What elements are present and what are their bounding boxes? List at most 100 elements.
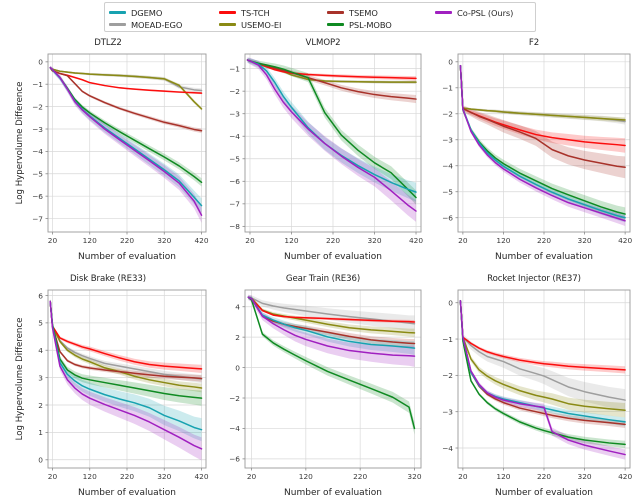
plot-area: 20 120 220 320 420 0 −1 −2 −3 −4 −5 −6 bbox=[432, 38, 639, 267]
x-tick-label: 220 bbox=[326, 236, 340, 245]
x-axis-label: Number of evaluation bbox=[284, 252, 382, 262]
legend-label: MOEAD-EGO bbox=[131, 19, 183, 30]
legend-item-tsemo: TSEMO bbox=[327, 6, 378, 19]
plot-area: 20 120 220 320 420 0 −1 −2 −3 −4 bbox=[432, 274, 639, 502]
y-tick-label: −4 bbox=[229, 424, 240, 433]
series-line bbox=[247, 296, 416, 323]
x-tick-label: 420 bbox=[194, 472, 208, 481]
panel-1: 20 120 220 320 420 −1 −2 −3 −4 −5 −6 −7 −8 VLMOP2 Numb… bbox=[219, 38, 430, 267]
series-line bbox=[459, 300, 626, 371]
series-band bbox=[247, 59, 417, 81]
series-band bbox=[50, 298, 202, 442]
x-tick-label: 20 bbox=[458, 472, 468, 481]
series-line bbox=[459, 300, 626, 446]
y-tick-label: 0 bbox=[448, 299, 453, 308]
x-tick-label: 120 bbox=[496, 236, 510, 245]
legend-swatch bbox=[109, 11, 126, 14]
series-line bbox=[459, 300, 626, 456]
x-tick-label: 320 bbox=[367, 236, 381, 245]
x-tick-label: 120 bbox=[284, 236, 298, 245]
series-line bbox=[459, 64, 626, 219]
series-band bbox=[50, 67, 202, 134]
y-tick-label: −4 bbox=[442, 162, 453, 171]
y-tick-label: −6 bbox=[229, 455, 240, 464]
y-tick-label: −5 bbox=[229, 155, 240, 164]
series-band bbox=[50, 300, 202, 373]
y-tick-label: −1 bbox=[32, 80, 43, 89]
series-band bbox=[247, 59, 417, 84]
series-band bbox=[247, 57, 417, 222]
legend-label: TS-TCH bbox=[241, 7, 270, 18]
y-tick-label: 4 bbox=[38, 346, 43, 355]
legend-label: PSL-MOBO bbox=[349, 19, 392, 30]
x-tick-label: 20 bbox=[458, 236, 468, 245]
panel-title: F2 bbox=[528, 38, 540, 48]
panel-4: 20 120 220 320 4 2 0 −2 −4 −6 Gear Train (RE36) Num… bbox=[219, 274, 430, 502]
y-tick-label: −2 bbox=[442, 371, 453, 380]
series-band bbox=[460, 299, 626, 449]
series-line bbox=[49, 300, 203, 389]
series-line bbox=[459, 300, 626, 401]
legend-label: TSEMO bbox=[349, 7, 378, 18]
legend-swatch bbox=[327, 11, 344, 14]
y-tick-label: −2 bbox=[442, 110, 453, 119]
y-axis-label: Log Hypervolume Difference bbox=[15, 317, 25, 441]
series-line bbox=[459, 300, 626, 411]
legend-item-moead-ego: MOEAD-EGO bbox=[109, 18, 182, 31]
y-tick-label: −6 bbox=[442, 214, 453, 223]
y-tick-label: 1 bbox=[38, 428, 43, 437]
series-line bbox=[49, 300, 203, 380]
series-line bbox=[49, 66, 203, 216]
panel-title: DTLZ2 bbox=[94, 38, 122, 48]
series-line bbox=[49, 66, 203, 132]
legend: DGEMO TS-TCH TSEMO Co-PSL (Ours) MOEAD-EGO US… bbox=[104, 2, 536, 32]
y-tick-label: −1 bbox=[442, 335, 453, 344]
series-line bbox=[246, 59, 417, 212]
y-tick-label: −4 bbox=[229, 132, 240, 141]
x-tick-label: 20 bbox=[245, 236, 255, 245]
y-tick-label: −3 bbox=[32, 125, 43, 134]
x-tick-label: 220 bbox=[120, 236, 134, 245]
series-line bbox=[49, 300, 203, 380]
y-tick-label: −1 bbox=[442, 84, 453, 93]
series-band bbox=[247, 59, 417, 104]
series-line bbox=[459, 64, 626, 222]
legend-swatch bbox=[435, 11, 452, 14]
x-tick-label: 320 bbox=[578, 236, 592, 245]
y-tick-label: −7 bbox=[32, 214, 43, 223]
series-line bbox=[459, 64, 626, 169]
panel-title: Disk Brake (RE33) bbox=[70, 274, 146, 284]
y-tick-label: −3 bbox=[229, 110, 240, 119]
x-tick-label: 120 bbox=[83, 236, 97, 245]
legend-swatch bbox=[327, 23, 344, 26]
legend-item-dgemo: DGEMO bbox=[109, 6, 162, 19]
x-axis-label: Number of evaluation bbox=[495, 488, 593, 498]
y-tick-label: −8 bbox=[229, 222, 240, 231]
series-line bbox=[246, 59, 417, 199]
x-axis-label: Number of evaluation bbox=[495, 252, 593, 262]
y-tick-label: 2 bbox=[38, 401, 43, 410]
series-band bbox=[247, 58, 417, 205]
panel-0: 20 120 220 320 420 0 −1 −2 −3 −4 −5 −6 −7 DTLZ2 Log Hy… bbox=[4, 38, 215, 267]
x-tick-label: 20 bbox=[48, 472, 58, 481]
series-line bbox=[49, 66, 203, 110]
panel-3: 20 120 220 320 420 6 5 4 3 2 1 0 Disk Brake (RE33) Lo… bbox=[4, 274, 215, 502]
y-tick-label: −4 bbox=[32, 147, 43, 156]
series-line bbox=[246, 59, 417, 193]
y-tick-label: −2 bbox=[32, 102, 43, 111]
x-axis-label: Number of evaluation bbox=[284, 488, 382, 498]
x-tick-label: 120 bbox=[496, 472, 510, 481]
x-tick-label: 120 bbox=[83, 472, 97, 481]
x-tick-label: 320 bbox=[578, 472, 592, 481]
y-tick-label: 4 bbox=[235, 303, 240, 312]
legend-swatch bbox=[219, 11, 236, 14]
y-axis-label: Log Hypervolume Difference bbox=[15, 81, 25, 205]
y-tick-label: 3 bbox=[38, 373, 43, 382]
x-tick-label: 420 bbox=[618, 236, 632, 245]
y-tick-label: 2 bbox=[235, 333, 240, 342]
series-band bbox=[460, 298, 626, 411]
y-tick-label: −5 bbox=[32, 170, 43, 179]
panel-5: 20 120 220 320 420 0 −1 −2 −3 −4 Rocket Injector (… bbox=[432, 274, 639, 502]
